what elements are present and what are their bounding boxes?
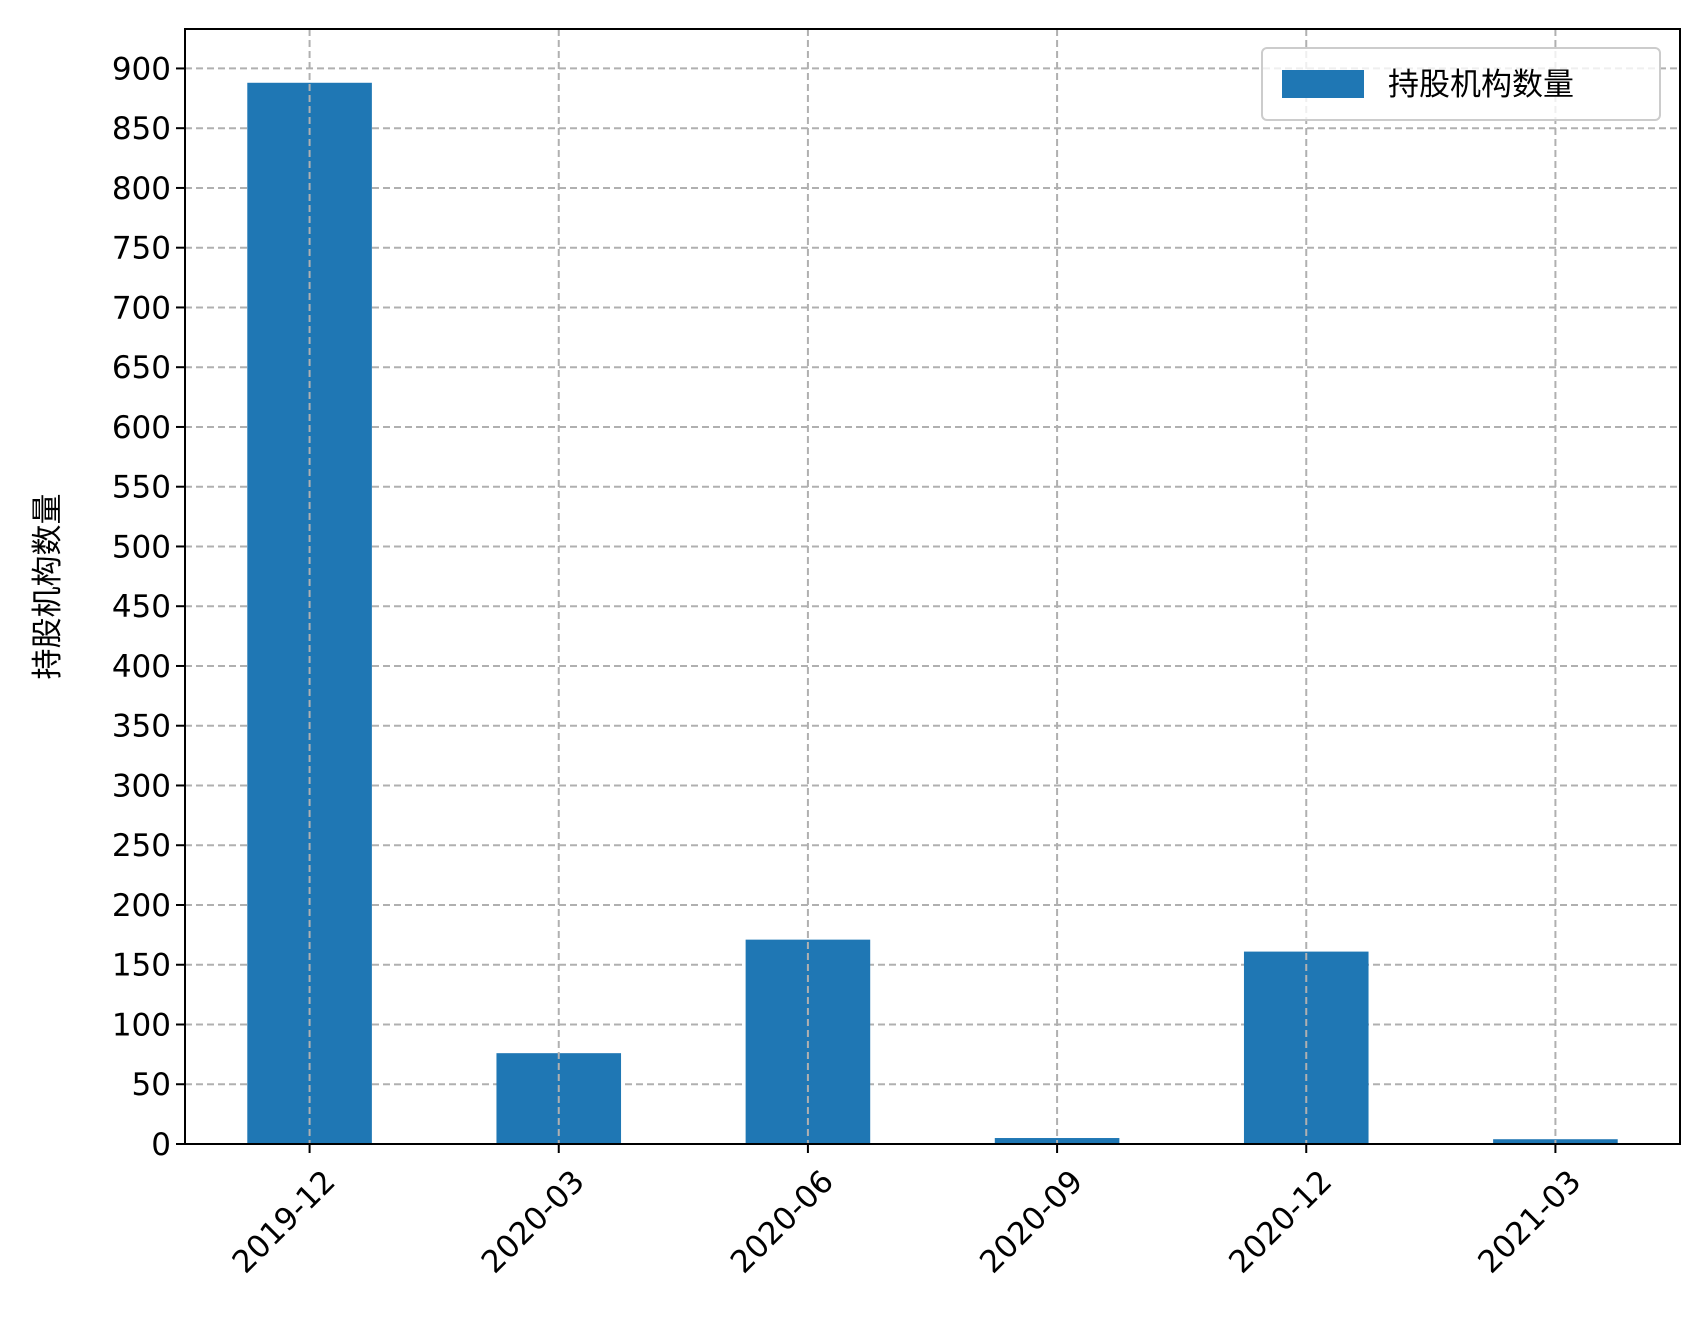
legend-label: 持股机构数量 <box>1388 67 1574 103</box>
y-tick-label: 500 <box>112 529 171 565</box>
y-axis-label: 持股机构数量 <box>30 494 66 680</box>
y-tick-label: 250 <box>112 828 171 864</box>
plot-frame <box>184 28 1681 1145</box>
legend-swatch <box>1282 70 1364 98</box>
y-tick-label: 0 <box>151 1127 171 1163</box>
y-tick-label: 400 <box>112 649 171 685</box>
y-tick-label: 850 <box>112 111 171 147</box>
legend: 持股机构数量 <box>1261 47 1661 121</box>
legend-box <box>1261 47 1661 121</box>
y-tick-label: 800 <box>112 171 171 207</box>
y-tick-label: 300 <box>112 768 171 804</box>
y-tick-label: 100 <box>112 1007 171 1043</box>
y-tick-label: 200 <box>112 888 171 924</box>
y-tick-label: 150 <box>112 948 171 984</box>
y-tick-label: 600 <box>112 410 171 446</box>
vertical-grid-lines <box>308 29 1557 1144</box>
y-tick-label: 750 <box>112 231 171 267</box>
y-tick-label: 550 <box>112 470 171 506</box>
y-tick-label: 650 <box>112 350 171 386</box>
y-axis-ticks: 0 50 100 150 200 250 300 350 400 450 500 550 600 650 7… <box>112 51 185 1163</box>
y-tick-label: 900 <box>112 51 171 87</box>
y-tick-label: 350 <box>112 709 171 745</box>
y-tick-label: 450 <box>112 589 171 625</box>
y-tick-label: 700 <box>112 290 171 326</box>
y-tick-label: 50 <box>132 1067 171 1103</box>
